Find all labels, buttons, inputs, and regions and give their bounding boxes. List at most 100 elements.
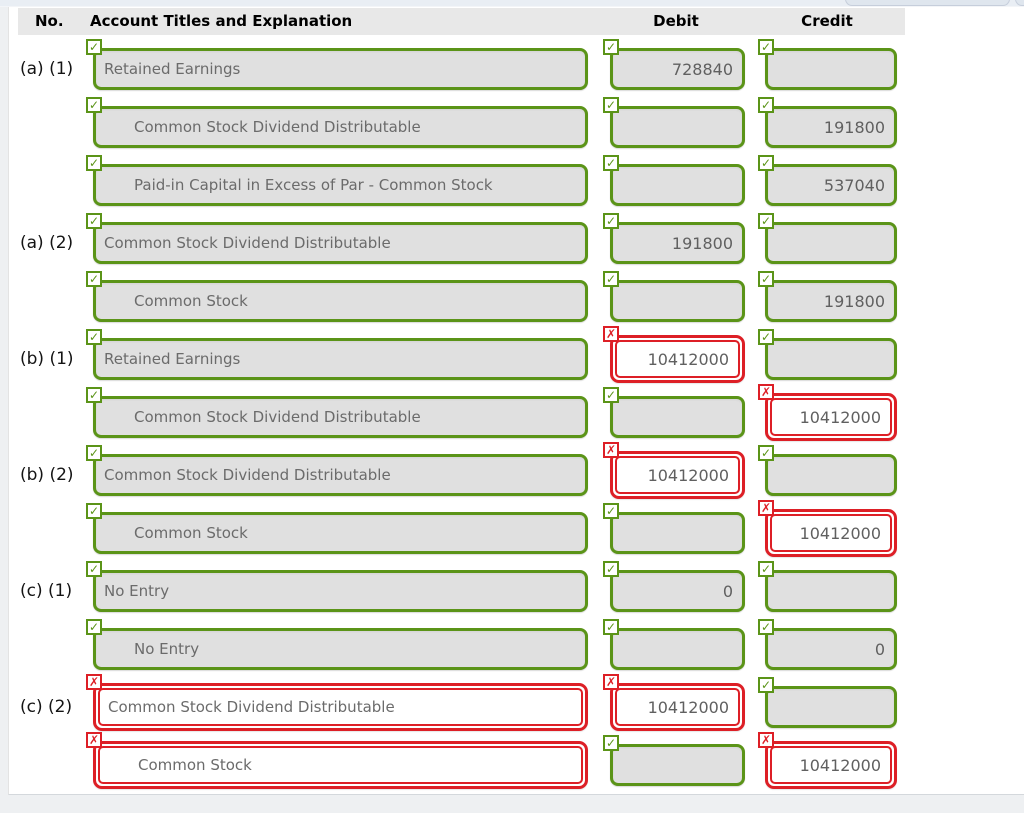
account-title-text: Common Stock Dividend Distributable — [108, 698, 395, 716]
credit-value: 191800 — [823, 117, 885, 137]
check-icon: ✓ — [603, 503, 619, 519]
debit-input[interactable]: 10412000 — [610, 335, 745, 383]
check-icon: ✓ — [86, 619, 102, 635]
check-icon: ✓ — [603, 213, 619, 229]
browser-tab[interactable] — [845, 0, 1010, 6]
journal-row: (a) (1) ✓ Retained Earnings ✓ 728840 ✓ — [20, 39, 900, 98]
credit-value: 0 — [874, 639, 885, 659]
row-number-label: (b) (1) — [20, 349, 74, 369]
credit-value: 191800 — [823, 291, 885, 311]
column-header-debit: Debit — [653, 12, 699, 30]
account-title-input[interactable]: Common Stock Dividend Distributable — [93, 222, 588, 264]
account-title-input[interactable]: Retained Earnings — [93, 338, 588, 380]
account-title-input[interactable]: Retained Earnings — [93, 48, 588, 90]
debit-input[interactable] — [610, 396, 745, 438]
account-title-input[interactable]: Common Stock — [93, 512, 588, 554]
check-icon: ✓ — [603, 561, 619, 577]
debit-value: 0 — [722, 581, 733, 601]
journal-row: ✓ No Entry ✓ ✓ 0 — [20, 619, 900, 678]
account-title-input[interactable]: Common Stock Dividend Distributable — [93, 106, 588, 148]
debit-value: 728840 — [671, 59, 733, 79]
check-icon: ✓ — [86, 329, 102, 345]
journal-row: (a) (2) ✓ Common Stock Dividend Distributa… — [20, 213, 900, 272]
debit-input[interactable]: 10412000 — [610, 683, 745, 731]
journal-row: ✗ Common Stock ✓ ✗ 10412000 — [20, 732, 900, 794]
journal-row: (b) (1) ✓ Retained Earnings ✗ 10412000 ✓ — [20, 326, 900, 388]
debit-input[interactable]: 191800 — [610, 222, 745, 264]
debit-input[interactable] — [610, 628, 745, 670]
account-title-input[interactable]: No Entry — [93, 628, 588, 670]
x-icon: ✗ — [758, 732, 774, 748]
debit-input[interactable] — [610, 106, 745, 148]
debit-input[interactable] — [610, 280, 745, 322]
x-icon: ✗ — [603, 442, 619, 458]
account-title-text: No Entry — [134, 640, 200, 658]
column-header-account: Account Titles and Explanation — [90, 12, 353, 30]
check-icon: ✓ — [758, 155, 774, 171]
credit-input[interactable]: 0 — [765, 628, 897, 670]
credit-input[interactable] — [765, 338, 897, 380]
credit-input[interactable]: 191800 — [765, 106, 897, 148]
account-title-input[interactable]: Common Stock Dividend Distributable — [93, 454, 588, 496]
credit-input[interactable] — [765, 454, 897, 496]
check-icon: ✓ — [86, 97, 102, 113]
column-header-no: No. — [35, 12, 64, 30]
debit-input[interactable]: 10412000 — [610, 451, 745, 499]
account-title-input[interactable]: Common Stock Dividend Distributable — [93, 683, 588, 731]
credit-input[interactable] — [765, 222, 897, 264]
account-title-input[interactable]: Paid-in Capital in Excess of Par - Commo… — [93, 164, 588, 206]
account-title-text: Retained Earnings — [104, 60, 241, 78]
check-icon: ✓ — [603, 97, 619, 113]
x-icon: ✗ — [603, 326, 619, 342]
column-header-credit: Credit — [801, 12, 853, 30]
check-icon: ✓ — [86, 561, 102, 577]
credit-input[interactable]: 10412000 — [765, 509, 897, 557]
debit-value: 10412000 — [647, 465, 729, 485]
check-icon: ✓ — [758, 329, 774, 345]
credit-input[interactable] — [765, 686, 897, 728]
row-number-label: (c) (1) — [20, 581, 73, 601]
check-icon: ✓ — [758, 39, 774, 55]
credit-value: 537040 — [823, 175, 885, 195]
journal-row: ✓ Common Stock ✓ ✓ 191800 — [20, 271, 900, 330]
account-title-text: Common Stock — [134, 292, 248, 310]
debit-input[interactable] — [610, 744, 745, 786]
check-icon: ✓ — [86, 503, 102, 519]
x-icon: ✗ — [603, 674, 619, 690]
journal-row: ✓ Common Stock ✓ ✗ 10412000 — [20, 500, 900, 562]
credit-value: 10412000 — [799, 523, 881, 543]
account-title-text: No Entry — [104, 582, 170, 600]
check-icon: ✓ — [603, 619, 619, 635]
account-title-text: Common Stock Dividend Distributable — [104, 234, 391, 252]
debit-input[interactable]: 0 — [610, 570, 745, 612]
table-header: No. Account Titles and Explanation Debit… — [18, 8, 905, 35]
x-icon: ✗ — [86, 732, 102, 748]
check-icon: ✓ — [86, 39, 102, 55]
check-icon: ✓ — [603, 271, 619, 287]
account-title-input[interactable]: Common Stock Dividend Distributable — [93, 396, 588, 438]
check-icon: ✓ — [758, 677, 774, 693]
credit-value: 10412000 — [799, 755, 881, 775]
row-number-label: (b) (2) — [20, 465, 74, 485]
account-title-input[interactable]: Common Stock — [93, 280, 588, 322]
check-icon: ✓ — [603, 387, 619, 403]
account-title-input[interactable]: No Entry — [93, 570, 588, 612]
credit-input[interactable] — [765, 570, 897, 612]
debit-input[interactable] — [610, 512, 745, 554]
check-icon: ✓ — [758, 271, 774, 287]
journal-row: ✓ Paid-in Capital in Excess of Par - Comm… — [20, 155, 900, 214]
credit-input[interactable]: 10412000 — [765, 393, 897, 441]
account-title-text: Common Stock — [134, 524, 248, 542]
browser-tab[interactable] — [1015, 0, 1024, 6]
credit-input[interactable] — [765, 48, 897, 90]
account-title-text: Common Stock Dividend Distributable — [104, 466, 391, 484]
credit-input[interactable]: 10412000 — [765, 741, 897, 789]
check-icon: ✓ — [758, 561, 774, 577]
check-icon: ✓ — [86, 213, 102, 229]
credit-input[interactable]: 191800 — [765, 280, 897, 322]
account-title-input[interactable]: Common Stock — [93, 741, 588, 789]
credit-input[interactable]: 537040 — [765, 164, 897, 206]
debit-input[interactable] — [610, 164, 745, 206]
row-number-label: (a) (1) — [20, 59, 74, 79]
debit-input[interactable]: 728840 — [610, 48, 745, 90]
